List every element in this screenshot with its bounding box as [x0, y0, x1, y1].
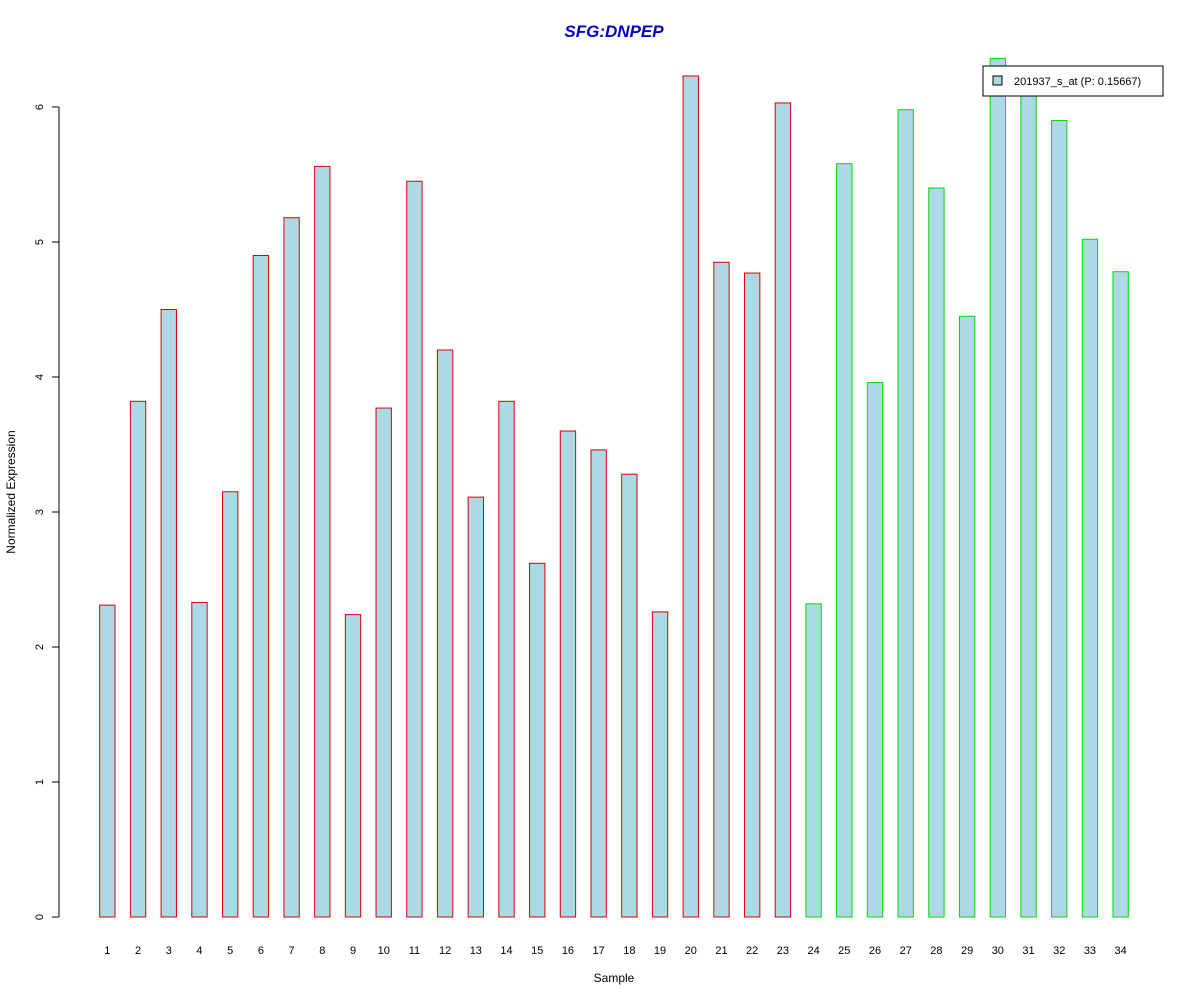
- bar-sample-12: [436, 349, 454, 918]
- x-tick-label: 32: [1053, 945, 1065, 957]
- x-tick-label: 26: [869, 945, 881, 957]
- y-tick-label: 2: [34, 644, 46, 650]
- bar-sample-1: [99, 604, 116, 918]
- y-tick-label: 5: [34, 239, 46, 245]
- legend: 201937_s_at (P: 0.15667): [982, 65, 1164, 97]
- x-tick-label: 34: [1115, 945, 1127, 957]
- legend-label: 201937_s_at (P: 0.15667): [1014, 76, 1141, 88]
- bar-sample-9: [344, 614, 362, 918]
- x-tick-label: 24: [807, 945, 819, 957]
- y-axis: 0 1 2 3 4 5 6: [34, 104, 60, 920]
- bar-sample-6: [252, 255, 270, 918]
- x-tick-label: 20: [685, 945, 697, 957]
- bar-sample-25: [836, 163, 853, 918]
- bar-sample-22: [744, 272, 761, 918]
- x-tick-label: 5: [227, 945, 233, 957]
- x-tick-label: 25: [838, 945, 850, 957]
- bar-sample-5: [222, 491, 239, 918]
- x-tick-labels: 1 2 3 4 5 6 7 8 9 10 11 12 13 14 15 16 17 18 19 20 21 22 23 24 2…: [104, 945, 1126, 957]
- x-tick-label: 31: [1022, 945, 1034, 957]
- x-tick-label: 11: [409, 945, 420, 957]
- y-tick-label: 4: [34, 374, 46, 380]
- bar-sample-8: [314, 165, 331, 918]
- x-tick-label: 16: [562, 945, 574, 957]
- y-tick-label: 1: [34, 779, 46, 785]
- x-tick-label: 8: [319, 945, 325, 957]
- x-tick-label: 19: [654, 945, 666, 957]
- bar-sample-15: [529, 562, 546, 918]
- x-tick-label: 3: [166, 945, 172, 957]
- x-tick-label: 27: [900, 945, 912, 957]
- y-tick-label: 6: [34, 104, 46, 110]
- y-tick-label: 3: [34, 509, 46, 515]
- bar-sample-28: [928, 187, 945, 918]
- y-tick-label: 0: [34, 914, 46, 920]
- bar-sample-23: [774, 102, 792, 918]
- bar-sample-19: [651, 611, 669, 918]
- bars: [99, 57, 1129, 918]
- x-tick-label: 15: [531, 945, 543, 957]
- bar-sample-34: [1112, 271, 1129, 918]
- y-axis-label: Normalized Expression: [4, 430, 18, 553]
- x-tick-label: 28: [930, 945, 942, 957]
- bar-sample-29: [958, 315, 976, 918]
- x-tick-label: 6: [258, 945, 264, 957]
- x-tick-label: 2: [135, 945, 141, 957]
- x-tick-label: 10: [378, 945, 390, 957]
- legend-swatch: [992, 75, 1003, 86]
- bar-sample-14: [498, 400, 515, 918]
- x-tick-label: 23: [777, 945, 789, 957]
- bar-sample-33: [1081, 238, 1099, 918]
- legend-box: [982, 65, 1164, 97]
- bar-sample-17: [590, 449, 607, 918]
- chart-title: SFG:DNPEP: [564, 22, 664, 41]
- bar-sample-13: [467, 496, 485, 918]
- x-tick-label: 9: [350, 945, 356, 957]
- x-tick-label: 21: [715, 945, 727, 957]
- bar-sample-2: [129, 400, 147, 918]
- x-tick-label: 30: [992, 945, 1004, 957]
- bar-sample-31: [1020, 86, 1037, 918]
- bar-sample-4: [191, 601, 208, 918]
- x-tick-label: 17: [593, 945, 605, 957]
- x-tick-label: 29: [961, 945, 973, 957]
- x-tick-label: 7: [289, 945, 295, 957]
- x-tick-label: 33: [1084, 945, 1096, 957]
- x-tick-label: 13: [470, 945, 482, 957]
- bar-sample-26: [866, 381, 884, 918]
- x-tick-label: 4: [196, 945, 202, 957]
- bar-sample-32: [1051, 120, 1068, 918]
- bar-sample-24: [805, 603, 822, 918]
- bar-sample-10: [375, 407, 392, 918]
- x-tick-label: 22: [746, 945, 758, 957]
- bar-sample-11: [406, 180, 423, 918]
- bar-sample-16: [559, 430, 577, 918]
- bar-sample-21: [713, 261, 730, 918]
- bar-sample-27: [897, 109, 914, 918]
- bar-sample-3: [160, 309, 177, 918]
- x-tick-label: 14: [500, 945, 512, 957]
- x-tick-label: 1: [104, 945, 110, 957]
- bar-sample-20: [682, 75, 699, 918]
- x-tick-label: 18: [623, 945, 635, 957]
- x-axis-label: Sample: [594, 971, 635, 985]
- bar-sample-7: [283, 217, 300, 918]
- bar-sample-30: [989, 57, 1006, 918]
- bar-sample-18: [621, 473, 638, 918]
- x-tick-label: 12: [439, 945, 451, 957]
